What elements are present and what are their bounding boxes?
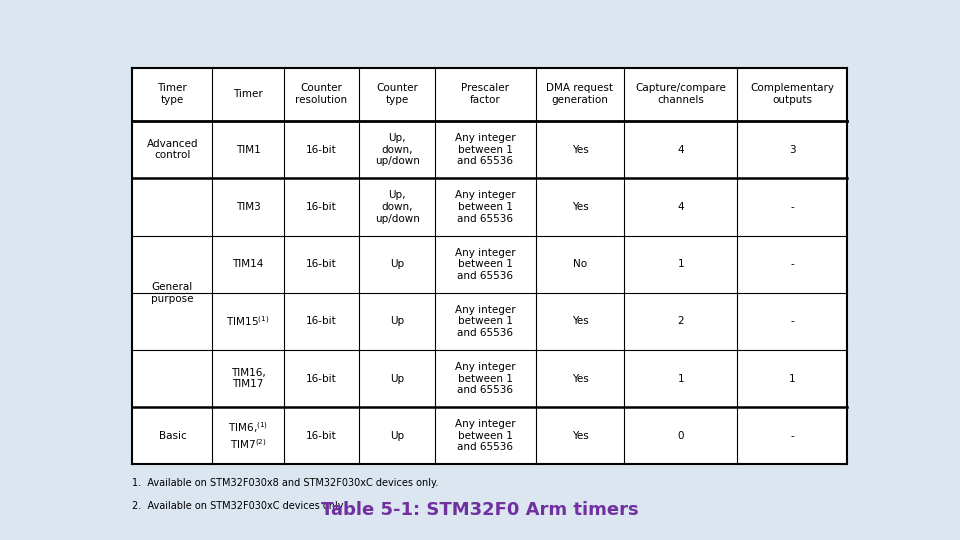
- Text: Yes: Yes: [571, 374, 588, 383]
- Text: 2.  Available on STM32F030xC devices only: 2. Available on STM32F030xC devices only: [132, 501, 344, 511]
- Text: Up: Up: [390, 431, 404, 441]
- Text: -: -: [790, 316, 794, 326]
- Text: Any integer
between 1
and 65536: Any integer between 1 and 65536: [455, 190, 516, 224]
- Text: Yes: Yes: [571, 202, 588, 212]
- Text: 1: 1: [678, 259, 684, 269]
- Text: Any integer
between 1
and 65536: Any integer between 1 and 65536: [455, 305, 516, 338]
- Text: Any integer
between 1
and 65536: Any integer between 1 and 65536: [455, 133, 516, 166]
- Text: 16-bit: 16-bit: [306, 259, 337, 269]
- Text: Up,
down,
up/down: Up, down, up/down: [374, 133, 420, 166]
- Text: 16-bit: 16-bit: [306, 145, 337, 154]
- Text: -: -: [790, 431, 794, 441]
- Text: 16-bit: 16-bit: [306, 202, 337, 212]
- Text: 16-bit: 16-bit: [306, 431, 337, 441]
- Text: 4: 4: [678, 202, 684, 212]
- Text: -: -: [790, 202, 794, 212]
- Text: TIM14: TIM14: [232, 259, 264, 269]
- Text: Complementary
outputs: Complementary outputs: [750, 84, 834, 105]
- Text: Advanced
control: Advanced control: [147, 139, 198, 160]
- Text: Table 5-1: STM32F0 Arm timers: Table 5-1: STM32F0 Arm timers: [322, 502, 638, 519]
- Text: 1: 1: [789, 374, 796, 383]
- Text: TIM15$^{(1)}$: TIM15$^{(1)}$: [227, 314, 270, 328]
- Text: 0: 0: [678, 431, 684, 441]
- Text: Up,
down,
up/down: Up, down, up/down: [374, 190, 420, 224]
- Text: DMA request
generation: DMA request generation: [546, 84, 613, 105]
- Text: Timer
type: Timer type: [157, 84, 187, 105]
- Text: Any integer
between 1
and 65536: Any integer between 1 and 65536: [455, 419, 516, 453]
- Text: 1.  Available on STM32F030x8 and STM32F030xC devices only.: 1. Available on STM32F030x8 and STM32F03…: [132, 478, 439, 488]
- Text: Counter
resolution: Counter resolution: [296, 84, 348, 105]
- Text: -: -: [790, 259, 794, 269]
- Text: Yes: Yes: [571, 145, 588, 154]
- Text: 3: 3: [789, 145, 796, 154]
- Text: Yes: Yes: [571, 316, 588, 326]
- Text: Capture/compare
channels: Capture/compare channels: [636, 84, 726, 105]
- Text: Timer: Timer: [233, 89, 263, 99]
- Text: TIM6,$^{(1)}$
TIM7$^{(2)}$: TIM6,$^{(1)}$ TIM7$^{(2)}$: [228, 420, 268, 451]
- Text: Basic: Basic: [158, 431, 186, 441]
- Text: 16-bit: 16-bit: [306, 316, 337, 326]
- Text: General
purpose: General purpose: [151, 282, 194, 303]
- Text: Any integer
between 1
and 65536: Any integer between 1 and 65536: [455, 362, 516, 395]
- Text: 2: 2: [678, 316, 684, 326]
- Text: Up: Up: [390, 316, 404, 326]
- Text: Up: Up: [390, 259, 404, 269]
- Text: 4: 4: [678, 145, 684, 154]
- Text: TIM1: TIM1: [235, 145, 260, 154]
- Text: 16-bit: 16-bit: [306, 374, 337, 383]
- Text: Counter
type: Counter type: [376, 84, 419, 105]
- Text: 1: 1: [678, 374, 684, 383]
- Text: Any integer
between 1
and 65536: Any integer between 1 and 65536: [455, 247, 516, 281]
- Text: Prescaler
factor: Prescaler factor: [462, 84, 510, 105]
- Text: TIM3: TIM3: [235, 202, 260, 212]
- Text: No: No: [573, 259, 587, 269]
- Text: Yes: Yes: [571, 431, 588, 441]
- Text: TIM16,
TIM17: TIM16, TIM17: [230, 368, 265, 389]
- Text: Up: Up: [390, 374, 404, 383]
